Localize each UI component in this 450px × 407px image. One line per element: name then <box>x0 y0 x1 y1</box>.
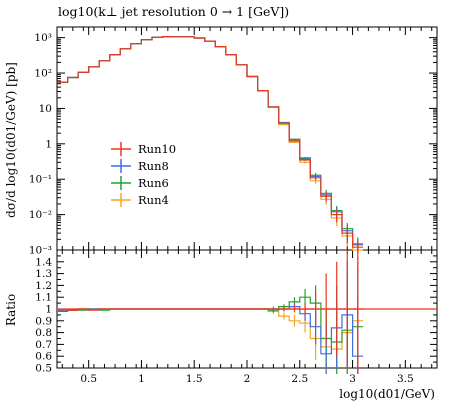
x-tick-label: 0.5 <box>80 373 97 385</box>
y-tick-label: 10⁻¹ <box>29 174 52 186</box>
main-plot-frame <box>56 26 438 251</box>
x-tick-label: 3 <box>349 373 356 385</box>
ratio-tick-label: 0.6 <box>35 351 52 363</box>
y-tick-label: 10⁻² <box>29 209 52 221</box>
series-line-run4 <box>57 36 364 251</box>
legend-label-run6: Run6 <box>138 176 169 190</box>
y-tick-label: 10³ <box>34 32 52 44</box>
ratio-y-axis: 0.50.60.70.80.911.11.21.31.4 <box>35 255 437 375</box>
ratio-tick-label: 1.4 <box>35 256 52 268</box>
x-axis-label: log10(d01/GeV) <box>339 387 435 401</box>
main-series-group <box>57 36 364 251</box>
y-tick-label: 10² <box>34 68 52 80</box>
series-line-run6 <box>57 36 364 245</box>
legend: Run10 Run8 Run6 Run4 <box>111 142 176 207</box>
ratio-series-group <box>57 244 364 374</box>
ratio-tick-label: 1.2 <box>35 280 52 292</box>
main-y-axis: 10⁻³ 10⁻² 10⁻¹ 1 10 10² 10³ <box>29 26 437 257</box>
ratio-tick-label: 1.3 <box>35 268 52 280</box>
x-tick-label: 1.5 <box>186 373 203 385</box>
ratio-tick-label: 0.9 <box>35 315 52 327</box>
x-axis: 0.5 1 1.5 2 2.5 3 3.5 <box>61 27 433 385</box>
series-line-run8 <box>57 36 364 246</box>
legend-label-run8: Run8 <box>138 159 169 173</box>
y-axis-label: dσ/d log10(d01/GeV) [pb] <box>4 62 18 218</box>
y-tick-label: 10⁻³ <box>29 245 52 257</box>
series-line-run10 <box>57 36 364 248</box>
ratio-axis-label: Ratio <box>4 294 18 326</box>
chart-title: log10(k⊥ jet resolution 0 → 1 [GeV]) <box>58 4 289 19</box>
legend-label-run10: Run10 <box>138 142 176 156</box>
x-tick-label: 2 <box>244 373 251 385</box>
y-tick-label: 10 <box>39 103 52 115</box>
ratio-line-run4 <box>57 308 364 350</box>
ratio-tick-label: 0.5 <box>35 363 52 375</box>
ratio-tick-label: 1 <box>45 304 52 316</box>
ratio-tick-label: 0.7 <box>35 339 52 351</box>
x-tick-label: 2.5 <box>291 373 308 385</box>
x-tick-label: 3.5 <box>397 373 414 385</box>
ratio-tick-label: 0.8 <box>35 327 52 339</box>
legend-label-run4: Run4 <box>138 193 169 207</box>
x-tick-label: 1 <box>138 373 145 385</box>
ratio-line-run6 <box>57 296 364 343</box>
ratio-line-run8 <box>57 306 364 357</box>
y-tick-label: 1 <box>45 138 52 150</box>
ratio-tick-label: 1.1 <box>35 292 52 304</box>
